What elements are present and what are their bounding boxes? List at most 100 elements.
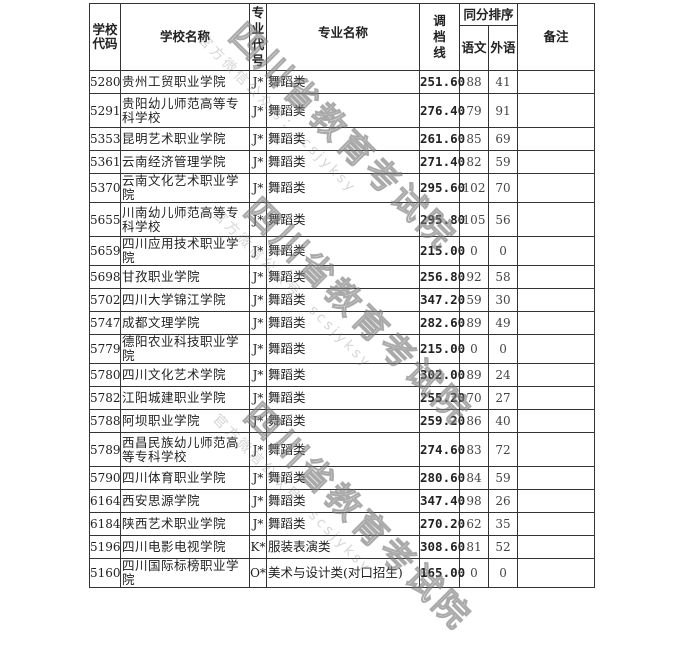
school-name-cell: 四川国际标榜职业学院 bbox=[120, 558, 250, 588]
chinese-rank-cell: 84 bbox=[459, 466, 489, 490]
header-remarks: 备注 bbox=[517, 3, 596, 71]
chinese-rank-cell: 82 bbox=[459, 150, 489, 174]
cutoff-score-cell: 251.60 bbox=[419, 70, 465, 94]
major-name-cell: 舞蹈类 bbox=[266, 466, 420, 490]
foreign-rank-cell: 49 bbox=[487, 311, 519, 335]
remarks-cell bbox=[517, 386, 596, 410]
remarks-cell bbox=[517, 432, 596, 467]
table-row: 5747 成都文理学院 J* 舞蹈类 282.60 89 49 bbox=[89, 311, 596, 335]
foreign-rank-cell: 35 bbox=[487, 512, 519, 536]
remarks-cell bbox=[517, 173, 596, 203]
remarks-cell bbox=[517, 466, 596, 490]
remarks-cell bbox=[517, 202, 596, 237]
school-code-cell: 6184 bbox=[89, 512, 121, 536]
cutoff-score-cell: 276.40 bbox=[419, 93, 465, 128]
remarks-cell bbox=[517, 70, 596, 94]
header-major-name: 专业名称 bbox=[266, 3, 420, 71]
school-name-cell: 成都文理学院 bbox=[120, 311, 250, 335]
major-name-cell: 舞蹈类 bbox=[266, 334, 420, 364]
chinese-rank-cell: 79 bbox=[459, 93, 489, 128]
major-name-cell: 舞蹈类 bbox=[266, 409, 420, 433]
major-code-cell: J* bbox=[249, 70, 267, 94]
major-name-cell: 舞蹈类 bbox=[266, 236, 420, 266]
foreign-rank-cell: 52 bbox=[487, 535, 519, 559]
table-row: 5655 川南幼儿师范高等专科学校 J* 舞蹈类 295.80 105 56 bbox=[89, 202, 596, 237]
major-code-cell: J* bbox=[249, 265, 267, 289]
major-code-cell: J* bbox=[249, 432, 267, 467]
remarks-cell bbox=[517, 334, 596, 364]
table-row: 5779 德阳农业科技职业学院 J* 舞蹈类 215.00 0 0 bbox=[89, 334, 596, 364]
foreign-rank-cell: 91 bbox=[487, 93, 519, 128]
remarks-cell bbox=[517, 127, 596, 151]
school-code-cell: 5788 bbox=[89, 409, 121, 433]
foreign-rank-cell: 26 bbox=[487, 489, 519, 513]
table-row: 6184 陕西艺术职业学院 J* 舞蹈类 270.20 62 35 bbox=[89, 512, 596, 536]
foreign-rank-cell: 27 bbox=[487, 386, 519, 410]
chinese-rank-cell: 70 bbox=[459, 386, 489, 410]
school-name-cell: 阿坝职业学院 bbox=[120, 409, 250, 433]
remarks-cell bbox=[517, 150, 596, 174]
chinese-rank-cell: 98 bbox=[459, 489, 489, 513]
major-code-cell: J* bbox=[249, 466, 267, 490]
school-code-cell: 5196 bbox=[89, 535, 121, 559]
major-name-cell: 美术与设计类(对口招生) bbox=[266, 558, 420, 588]
major-name-cell: 舞蹈类 bbox=[266, 432, 420, 467]
school-code-cell: 5747 bbox=[89, 311, 121, 335]
foreign-rank-cell: 41 bbox=[487, 70, 519, 94]
school-name-cell: 西昌民族幼儿师范高等专科学校 bbox=[120, 432, 250, 467]
major-name-cell: 舞蹈类 bbox=[266, 311, 420, 335]
remarks-cell bbox=[517, 512, 596, 536]
school-name-cell: 陕西艺术职业学院 bbox=[120, 512, 250, 536]
foreign-rank-cell: 0 bbox=[487, 236, 519, 266]
cutoff-score-cell: 302.00 bbox=[419, 363, 465, 387]
school-code-cell: 5779 bbox=[89, 334, 121, 364]
foreign-rank-cell: 0 bbox=[487, 558, 519, 588]
chinese-rank-cell: 81 bbox=[459, 535, 489, 559]
major-name-cell: 舞蹈类 bbox=[266, 70, 420, 94]
school-code-cell: 5655 bbox=[89, 202, 121, 237]
school-name-cell: 川南幼儿师范高等专科学校 bbox=[120, 202, 250, 237]
cutoff-score-cell: 259.20 bbox=[419, 409, 465, 433]
school-code-cell: 5291 bbox=[89, 93, 121, 128]
major-code-cell: J* bbox=[249, 150, 267, 174]
foreign-rank-cell: 30 bbox=[487, 288, 519, 312]
table-row: 5780 四川文化艺术学院 J* 舞蹈类 302.00 89 24 bbox=[89, 363, 596, 387]
major-name-cell: 舞蹈类 bbox=[266, 265, 420, 289]
admission-cutoff-table: 学校代码 学校名称 专业代号 专业名称 调档线 同分排序 备注 语文 外语 52… bbox=[89, 3, 596, 588]
cutoff-score-cell: 347.20 bbox=[419, 288, 465, 312]
foreign-rank-cell: 72 bbox=[487, 432, 519, 467]
major-name-cell: 舞蹈类 bbox=[266, 363, 420, 387]
remarks-cell bbox=[517, 409, 596, 433]
school-code-cell: 5659 bbox=[89, 236, 121, 266]
major-name-cell: 服装表演类 bbox=[266, 535, 420, 559]
cutoff-score-cell: 308.60 bbox=[419, 535, 465, 559]
major-code-cell: J* bbox=[249, 236, 267, 266]
cutoff-score-cell: 215.00 bbox=[419, 236, 465, 266]
major-name-cell: 舞蹈类 bbox=[266, 150, 420, 174]
cutoff-score-cell: 295.80 bbox=[419, 202, 465, 237]
table-row: 5698 甘孜职业学院 J* 舞蹈类 256.80 92 58 bbox=[89, 265, 596, 289]
school-name-cell: 四川电影电视学院 bbox=[120, 535, 250, 559]
school-code-cell: 5790 bbox=[89, 466, 121, 490]
header-school-name: 学校名称 bbox=[120, 3, 250, 71]
table-row: 5790 四川体育职业学院 J* 舞蹈类 280.60 84 59 bbox=[89, 466, 596, 490]
header-chinese: 语文 bbox=[459, 25, 489, 71]
school-name-cell: 德阳农业科技职业学院 bbox=[120, 334, 250, 364]
table-row: 5196 四川电影电视学院 K* 服装表演类 308.60 81 52 bbox=[89, 535, 596, 559]
major-code-cell: J* bbox=[249, 334, 267, 364]
school-name-cell: 西安思源学院 bbox=[120, 489, 250, 513]
table-row: 5782 江阳城建职业学院 J* 舞蹈类 255.20 70 27 bbox=[89, 386, 596, 410]
table-row: 5160 四川国际标榜职业学院 O* 美术与设计类(对口招生) 165.00 0 0 bbox=[89, 558, 596, 588]
school-code-cell: 5782 bbox=[89, 386, 121, 410]
remarks-cell bbox=[517, 311, 596, 335]
school-name-cell: 四川大学锦江学院 bbox=[120, 288, 250, 312]
school-name-cell: 四川应用技术职业学院 bbox=[120, 236, 250, 266]
major-code-cell: J* bbox=[249, 311, 267, 335]
cutoff-score-cell: 295.60 bbox=[419, 173, 465, 203]
major-name-cell: 舞蹈类 bbox=[266, 173, 420, 203]
table-row: 5280 贵州工贸职业学院 J* 舞蹈类 251.60 88 41 bbox=[89, 70, 596, 94]
table-row: 5659 四川应用技术职业学院 J* 舞蹈类 215.00 0 0 bbox=[89, 236, 596, 266]
school-code-cell: 6164 bbox=[89, 489, 121, 513]
header-foreign: 外语 bbox=[487, 25, 519, 71]
major-code-cell: J* bbox=[249, 202, 267, 237]
